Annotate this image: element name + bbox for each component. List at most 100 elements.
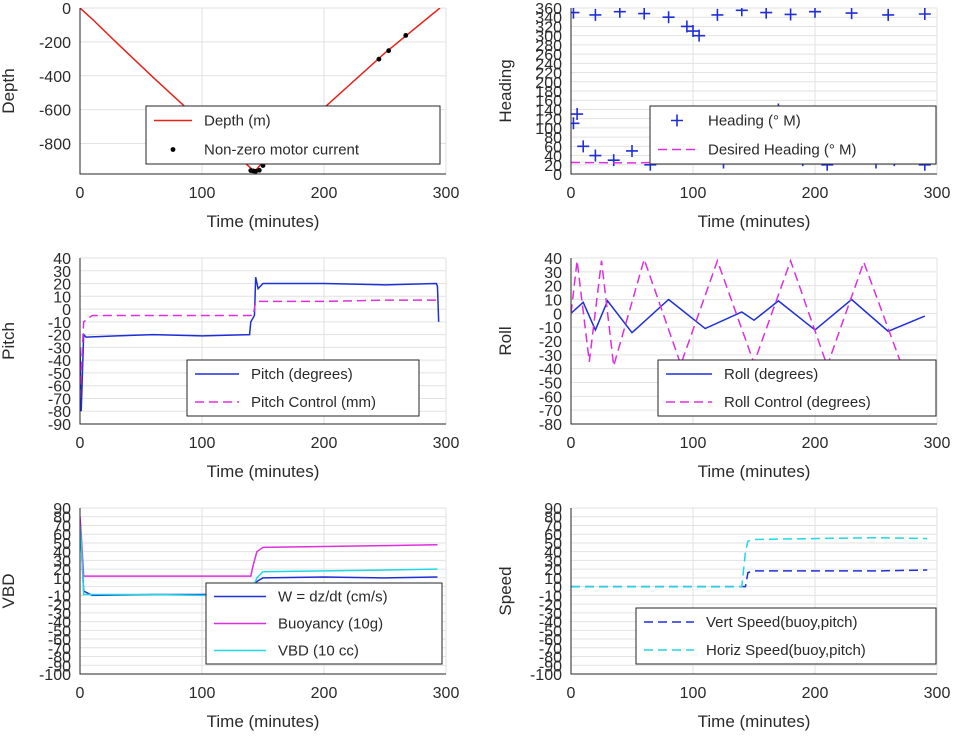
y-tick-label: -400: [39, 69, 71, 86]
y-tick-label: 10: [53, 571, 71, 588]
y-tick-label: -200: [39, 35, 71, 52]
y-tick-label: 40: [53, 251, 71, 268]
x-tick-label: 300: [924, 685, 951, 702]
x-tick-label: 0: [76, 185, 85, 202]
data-point-marker: [626, 144, 638, 157]
legend: Pitch (degrees) Pitch Control (mm): [186, 359, 420, 417]
x-tick-label: 300: [924, 435, 951, 452]
data-point-marker: [607, 154, 620, 167]
data-point-marker: [687, 25, 699, 38]
y-tick-label: 0: [553, 167, 562, 184]
y-tick-label: 100: [535, 121, 562, 138]
y-axis-label: Roll: [496, 326, 515, 355]
legend-box: [145, 105, 441, 165]
axis-frame: [79, 8, 446, 175]
y-tick-label: -20: [48, 328, 71, 345]
y-tick-label: 50: [53, 536, 71, 553]
y-tick-label: 30: [544, 265, 562, 282]
legend-label: W = dz/dt (cm/s): [278, 589, 388, 606]
x-tick-label: 200: [311, 435, 338, 452]
y-tick-label: 20: [53, 562, 71, 579]
y-tick-label: -50: [48, 366, 71, 383]
y-tick-label: 140: [535, 102, 562, 119]
data-point-marker: [809, 8, 821, 18]
y-tick-label: -30: [48, 340, 71, 357]
y-tick-label: -50: [539, 376, 562, 393]
axis-frame: [570, 8, 937, 175]
legend-label: Desired Heading (° M): [708, 142, 857, 159]
legend: Depth (m) Non-zero motor current: [145, 105, 441, 165]
legend-box: [635, 607, 937, 665]
y-tick-label: 40: [53, 545, 71, 562]
x-tick-label: 200: [311, 185, 338, 202]
y-tick-label: -20: [539, 597, 562, 614]
y-tick-label: -90: [539, 658, 562, 675]
legend-box: [186, 359, 420, 417]
y-tick-label: -100: [530, 667, 562, 684]
y-tick-label: 40: [544, 149, 562, 166]
data-point-marker: [256, 167, 262, 173]
y-tick-label: 20: [544, 279, 562, 296]
pitch-panel: 0 100 200 300403020100-10-20-30-40-50-60-70…: [0, 251, 459, 481]
y-tick-label: 60: [53, 527, 71, 544]
y-tick-label: -60: [48, 632, 71, 649]
y-tick-label: 10: [544, 571, 562, 588]
data-point-marker: [711, 8, 724, 21]
y-tick-label: -10: [48, 588, 71, 605]
y-tick-label: 240: [535, 56, 562, 73]
data-point-marker: [638, 8, 651, 20]
pitch-plot-area: [80, 276, 440, 412]
legend-label: Non-zero motor current: [204, 142, 360, 159]
y-tick-label: 0: [553, 580, 562, 597]
legend-label: Buoyancy (10g): [278, 616, 383, 633]
legend-label: Depth (m): [204, 113, 271, 130]
y-tick-label: 10: [53, 289, 71, 306]
y-tick-label: 30: [53, 264, 71, 281]
data-point-marker: [571, 117, 580, 130]
y-tick-label: 20: [53, 277, 71, 294]
y-tick-label: 50: [544, 536, 562, 553]
y-tick-label: 20: [544, 158, 562, 175]
x-tick-label: 200: [802, 185, 829, 202]
data-point-marker: [253, 168, 259, 174]
y-tick-label: -40: [48, 615, 71, 632]
roll-plot-area: [571, 258, 926, 370]
y-tick-label: 260: [535, 47, 562, 64]
legend-marker: [671, 114, 683, 127]
x-tick-label: 100: [189, 435, 216, 452]
y-tick-label: -60: [48, 379, 71, 396]
data-point-marker: [403, 33, 409, 38]
axis-frame: [79, 508, 446, 675]
x-tick-label: 100: [680, 685, 707, 702]
legend-label: Heading (° M): [708, 113, 801, 130]
y-axis-label: Speed: [496, 566, 515, 615]
legend-label: Horiz Speed(buoy,pitch): [706, 642, 866, 659]
legend-label: Pitch Control (mm): [251, 394, 376, 411]
y-axis-label: Pitch: [0, 322, 18, 360]
data-point-marker: [845, 8, 858, 20]
legend-label: VBD (10 cc): [278, 643, 359, 660]
axis-frame: [79, 258, 446, 425]
legend: Roll (degrees) Roll Control (degrees): [657, 359, 937, 417]
x-tick-label: 0: [76, 435, 85, 452]
y-tick-label: -70: [48, 641, 71, 658]
data-point-marker: [376, 56, 382, 62]
y-tick-label: 70: [53, 518, 71, 535]
data-point-marker: [882, 8, 895, 21]
x-tick-label: 100: [189, 185, 216, 202]
y-tick-label: 60: [544, 139, 562, 156]
x-tick-label: 0: [567, 185, 576, 202]
y-tick-label: 220: [535, 66, 562, 83]
data-point-marker: [577, 140, 590, 153]
x-tick-label: 300: [433, 185, 460, 202]
x-tick-label: 0: [76, 685, 85, 702]
data-point-marker: [918, 8, 931, 20]
y-tick-label: -40: [539, 615, 562, 632]
data-point-marker: [680, 20, 693, 33]
y-tick-label: 70: [544, 518, 562, 535]
axis-frame: [570, 508, 937, 675]
x-tick-label: 100: [189, 685, 216, 702]
y-tick-label: -50: [48, 623, 71, 640]
y-tick-label: -10: [48, 315, 71, 332]
heading-panel: 0 100 200 300020406080100120140160180200220…: [496, 1, 950, 231]
